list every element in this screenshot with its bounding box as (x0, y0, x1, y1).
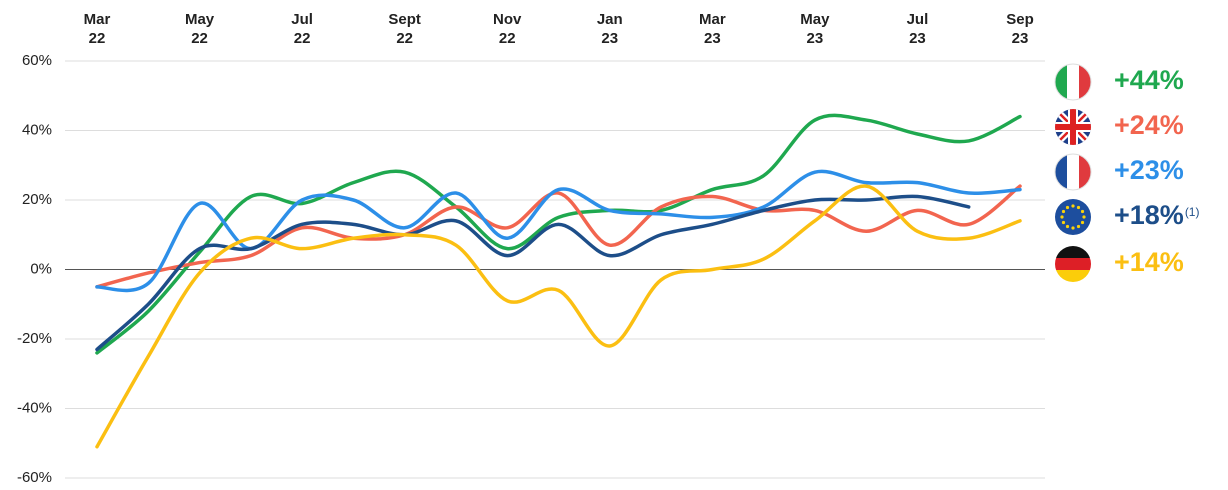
flag-uk (1055, 109, 1091, 145)
y-tick-label: -20% (17, 330, 52, 347)
legend-label: +18% (1114, 200, 1184, 230)
x-tick-label: Sept 22 (388, 11, 421, 47)
x-tick-label: Jul 22 (291, 11, 313, 47)
legend-label: +44% (1114, 65, 1184, 95)
flag-germany (1055, 246, 1091, 282)
y-tick-label: 40% (22, 121, 52, 138)
flag-italy (1054, 63, 1092, 101)
y-tick-label: 0% (30, 260, 52, 277)
legend-label: +23% (1114, 155, 1184, 185)
x-tick-label: Nov 22 (493, 11, 522, 47)
series-line (95, 184, 1022, 449)
x-tick-label: Jul 23 (907, 11, 929, 47)
series-line (95, 194, 971, 352)
y-tick-label: 20% (22, 191, 52, 208)
y-tick-label: -60% (17, 469, 52, 486)
x-tick-label: Jan 23 (597, 11, 623, 47)
series-line (95, 113, 1022, 355)
x-tick-label: Sep 23 (1006, 11, 1034, 47)
y-tick-label: -40% (17, 399, 52, 416)
x-tick-label: May 22 (185, 11, 215, 47)
legend-label: +14% (1114, 247, 1184, 277)
series-line (95, 184, 1022, 289)
x-tick-label: Mar 22 (84, 11, 111, 47)
flag-france (1054, 153, 1092, 191)
x-tick-label: Mar 23 (699, 11, 726, 47)
flag-eu (1055, 199, 1091, 235)
x-tick-label: May 23 (800, 11, 830, 47)
series-line (95, 169, 1022, 293)
legend-label: +24% (1114, 110, 1184, 140)
y-tick-label: 60% (22, 52, 52, 69)
legend-note: (1) (1185, 205, 1200, 219)
